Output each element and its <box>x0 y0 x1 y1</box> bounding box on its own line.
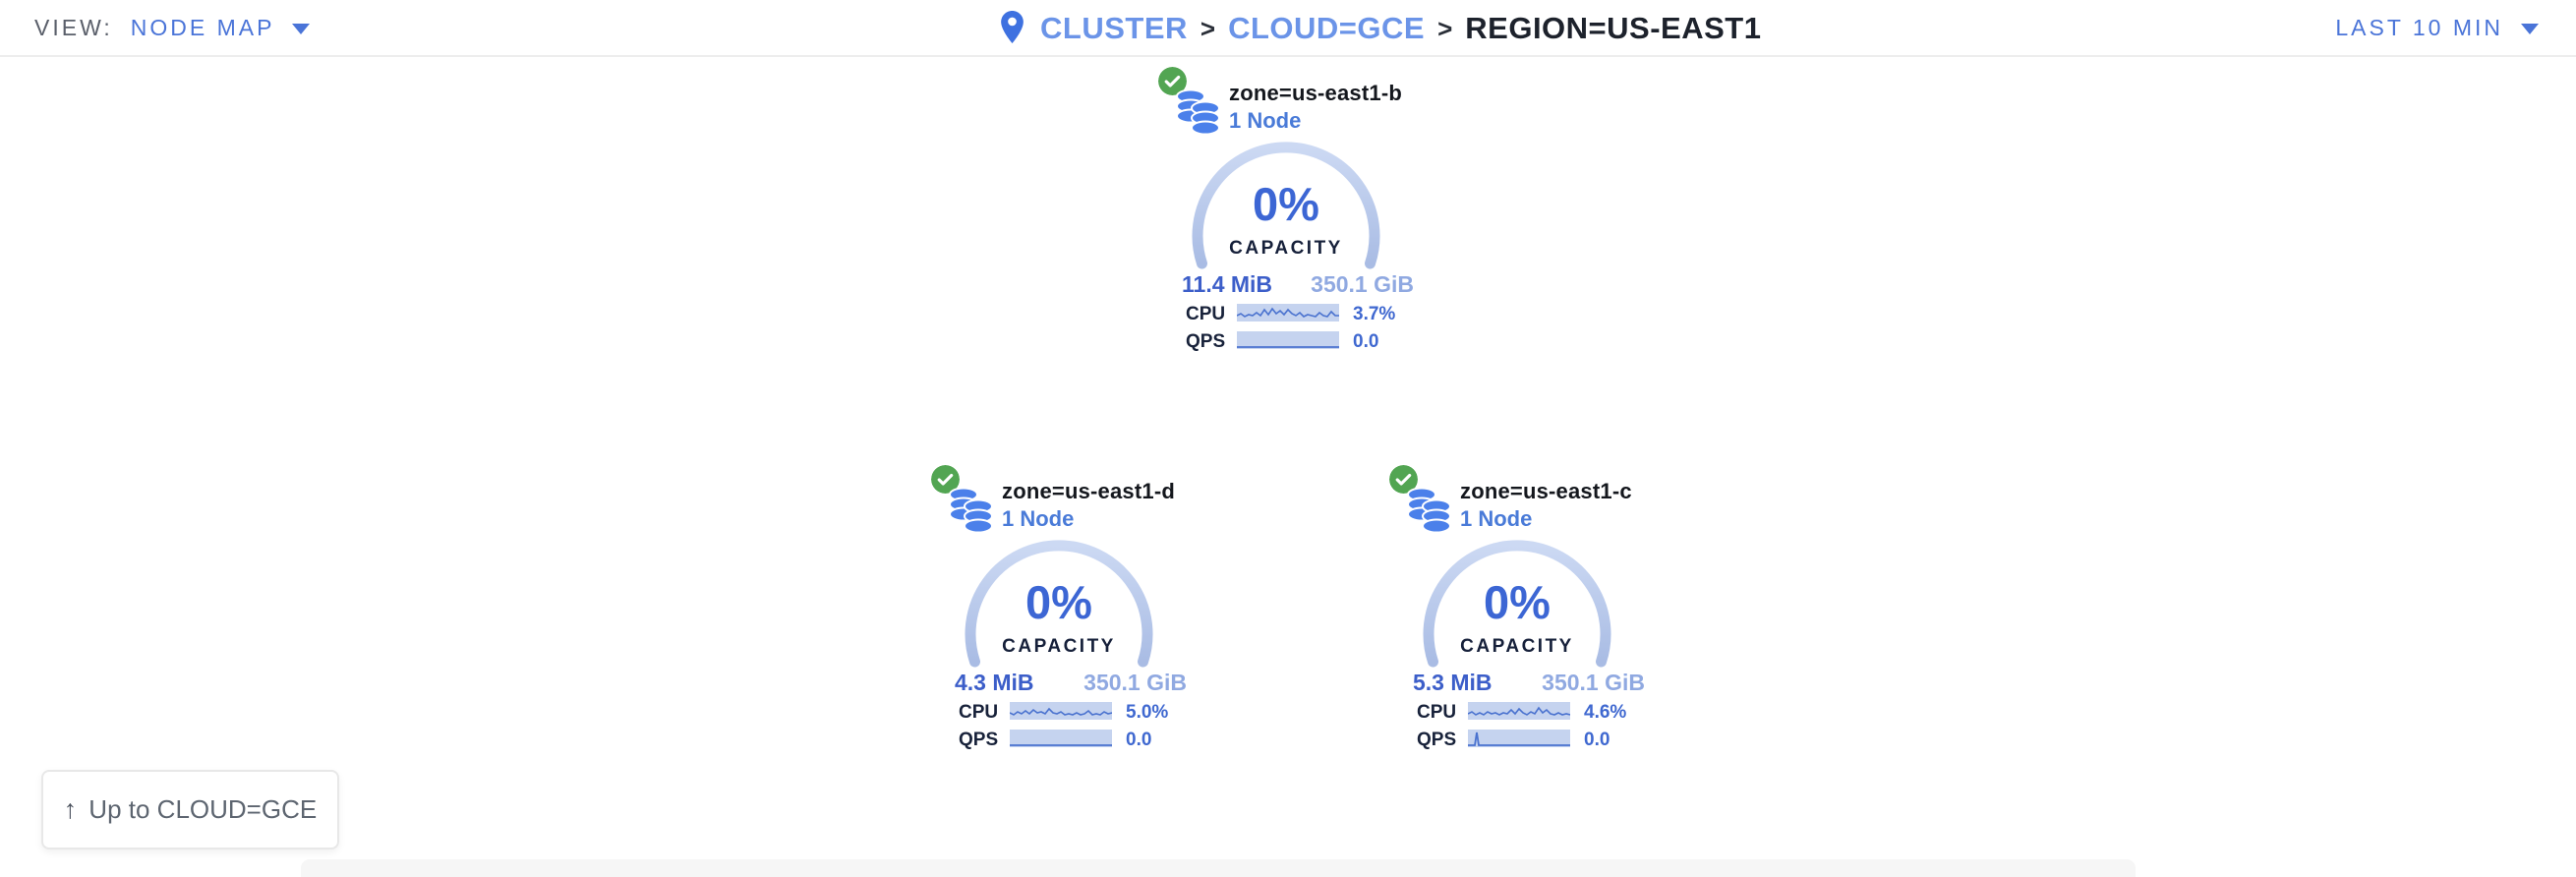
chevron-down-icon <box>292 24 311 34</box>
qps-value: 0.0 <box>1584 730 1610 750</box>
locality-card-us-east1-c[interactable]: zone=us-east1-c 1 Node 0% CAPACITY 5.3 M… <box>1370 459 1665 764</box>
time-range-value: LAST 10 MIN <box>2335 14 2503 40</box>
healthy-check-icon <box>931 465 960 494</box>
capacity-used: 11.4 MiB <box>1182 271 1273 297</box>
cpu-label: CPU <box>959 702 999 723</box>
locality-title: zone=us-east1-d <box>1002 479 1175 503</box>
capacity-percent: 0% <box>1253 178 1319 230</box>
cpu-sparkline <box>1237 304 1339 322</box>
capacity-gauge-arc <box>965 540 1153 668</box>
arrow-up-icon: ↑ <box>63 794 78 824</box>
capacity-total: 350.1 GiB <box>1083 670 1187 695</box>
locality-card-us-east1-d[interactable]: zone=us-east1-d 1 Node 0% CAPACITY 4.3 M… <box>911 459 1206 764</box>
breadcrumb-separator: > <box>1437 13 1453 43</box>
node-stack-icon <box>1176 88 1220 136</box>
locality-card-us-east1-b[interactable]: zone=us-east1-b 1 Node 0% CAPACITY 11.4 … <box>1139 61 1434 366</box>
healthy-check-icon <box>1158 67 1187 95</box>
cpu-label: CPU <box>1417 702 1457 723</box>
capacity-label: CAPACITY <box>1460 636 1574 657</box>
cpu-stat-row: CPU 3.7% <box>1186 303 1412 324</box>
qps-label: QPS <box>959 730 999 750</box>
qps-value: 0.0 <box>1353 331 1379 352</box>
qps-label: QPS <box>1186 331 1226 352</box>
qps-value: 0.0 <box>1126 730 1152 750</box>
capacity-percent: 0% <box>1484 576 1551 628</box>
breadcrumb-current-region: REGION=US-EAST1 <box>1465 11 1762 45</box>
up-button-label: Up to CLOUD=GCE <box>88 794 318 824</box>
breadcrumb: CLUSTER > CLOUD=GCE > REGION=US-EAST1 <box>1001 0 1761 57</box>
top-bar: VIEW: NODE MAP CLUSTER > CLOUD=GCE > REG… <box>0 0 2576 57</box>
cpu-value: 5.0% <box>1126 702 1169 723</box>
locality-node-count: 1 Node <box>1002 506 1075 531</box>
capacity-total: 350.1 GiB <box>1311 271 1414 297</box>
view-selector-dropdown[interactable]: VIEW: NODE MAP <box>34 0 311 55</box>
capacity-gauge-arc <box>1423 540 1611 668</box>
cpu-sparkline <box>1468 702 1570 720</box>
view-selector-value: NODE MAP <box>130 14 275 40</box>
time-range-dropdown[interactable]: LAST 10 MIN <box>2335 0 2539 55</box>
capacity-range: 4.3 MiB 350.1 GiB <box>955 670 1187 696</box>
capacity-percent: 0% <box>1025 576 1092 628</box>
cpu-sparkline <box>1010 702 1112 720</box>
cpu-label: CPU <box>1186 304 1226 324</box>
view-selector-label: VIEW: <box>34 14 113 40</box>
location-pin-icon <box>1001 11 1024 43</box>
qps-stat-row: QPS 0.0 <box>1417 729 1643 750</box>
node-stack-icon <box>1407 487 1451 534</box>
lower-panel-edge <box>301 859 2136 877</box>
qps-stat-row: QPS 0.0 <box>1186 330 1412 352</box>
breadcrumb-link-cloud-gce[interactable]: CLOUD=GCE <box>1228 11 1426 45</box>
qps-sparkline <box>1010 730 1112 747</box>
qps-sparkline <box>1237 331 1339 349</box>
chevron-down-icon <box>2521 24 2539 34</box>
node-stack-icon <box>949 487 993 534</box>
locality-title: zone=us-east1-c <box>1460 479 1632 503</box>
capacity-used: 4.3 MiB <box>955 670 1034 695</box>
locality-title: zone=us-east1-b <box>1229 81 1402 105</box>
capacity-label: CAPACITY <box>1002 636 1116 657</box>
locality-node-count: 1 Node <box>1229 108 1302 133</box>
breadcrumb-link-cluster[interactable]: CLUSTER <box>1040 11 1188 45</box>
capacity-total: 350.1 GiB <box>1542 670 1645 695</box>
cpu-value: 4.6% <box>1584 702 1627 723</box>
capacity-range: 5.3 MiB 350.1 GiB <box>1413 670 1645 696</box>
capacity-used: 5.3 MiB <box>1413 670 1493 695</box>
breadcrumb-separator: > <box>1200 13 1216 43</box>
healthy-check-icon <box>1389 465 1418 494</box>
up-to-cloud-gce-button[interactable]: ↑ Up to CLOUD=GCE <box>41 770 339 849</box>
cpu-stat-row: CPU 4.6% <box>1417 701 1643 723</box>
cpu-stat-row: CPU 5.0% <box>959 701 1185 723</box>
qps-stat-row: QPS 0.0 <box>959 729 1185 750</box>
capacity-range: 11.4 MiB 350.1 GiB <box>1182 271 1414 298</box>
capacity-label: CAPACITY <box>1229 238 1343 259</box>
locality-node-count: 1 Node <box>1460 506 1533 531</box>
capacity-gauge-arc <box>1192 142 1380 269</box>
qps-label: QPS <box>1417 730 1457 750</box>
qps-sparkline <box>1468 730 1570 747</box>
cpu-value: 3.7% <box>1353 304 1396 324</box>
